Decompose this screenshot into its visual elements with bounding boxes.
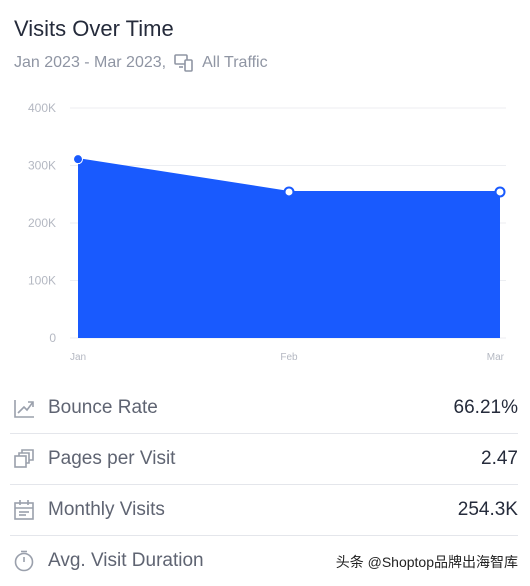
metric-row-avg-visit-duration: Avg. Visit Duration xyxy=(10,536,518,586)
metric-label: Pages per Visit xyxy=(48,448,176,469)
traffic-filter[interactable]: All Traffic xyxy=(202,54,268,71)
metric-row-monthly-visits: Monthly Visits 254.3K xyxy=(10,485,518,536)
metric-value: 2.47 xyxy=(481,448,518,469)
x-tick-label: Jan xyxy=(70,352,86,363)
devices-icon xyxy=(174,54,194,72)
y-tick-label: 400K xyxy=(28,101,56,115)
date-range: Jan 2023 - Mar 2023, xyxy=(14,54,167,71)
data-point xyxy=(283,186,295,198)
metric-row-bounce-rate: Bounce Rate 66.21% xyxy=(10,383,518,434)
card-subtitle: Jan 2023 - Mar 2023, All Traffic xyxy=(14,54,268,72)
calendar-icon xyxy=(12,498,36,522)
y-tick-label: 200K xyxy=(28,216,56,230)
y-tick-label: 300K xyxy=(28,159,56,173)
visits-chart: 0 100K 200K 300K 400K Jan Feb Mar xyxy=(0,94,530,374)
metric-row-pages-per-visit: Pages per Visit 2.47 xyxy=(10,434,518,485)
series-area xyxy=(78,159,500,338)
x-tick-label: Feb xyxy=(280,352,298,363)
bounce-rate-icon xyxy=(12,396,36,420)
x-tick-label: Mar xyxy=(487,352,505,363)
metrics-list: Bounce Rate 66.21% Pages per Visit 2.47 … xyxy=(10,383,518,586)
y-tick-label: 100K xyxy=(28,274,56,288)
clock-icon xyxy=(12,549,36,573)
data-point xyxy=(494,186,506,198)
data-point xyxy=(73,154,83,165)
metric-label: Bounce Rate xyxy=(48,397,158,418)
metric-label: Avg. Visit Duration xyxy=(48,550,204,571)
y-tick-label: 0 xyxy=(49,331,56,345)
pages-icon xyxy=(12,447,36,471)
metric-value: 66.21% xyxy=(453,397,518,418)
card-title: Visits Over Time xyxy=(14,16,174,41)
watermark: 头条 @Shoptop品牌出海智库 xyxy=(335,554,518,570)
visits-area-chart: 0 100K 200K 300K 400K Jan Feb Mar xyxy=(28,101,506,363)
metric-label: Monthly Visits xyxy=(48,499,165,520)
metric-value: 254.3K xyxy=(457,499,518,520)
